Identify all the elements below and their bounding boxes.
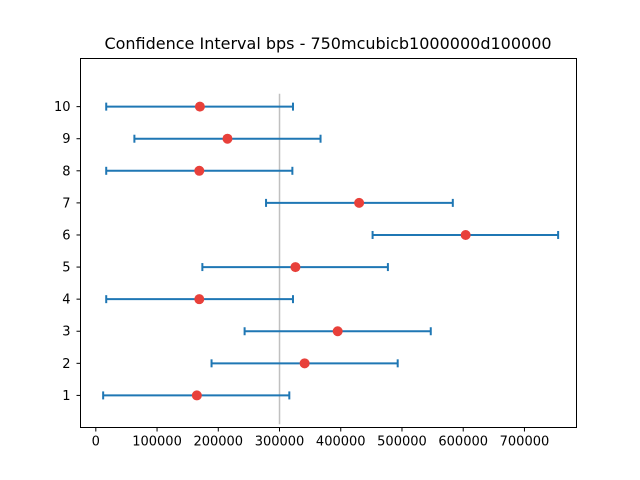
y-axis: 1 2 3 4 5 6 7 8 9 10 bbox=[54, 100, 81, 404]
y-tick-label: 6 bbox=[62, 228, 70, 243]
y-tick-label: 8 bbox=[62, 164, 70, 179]
x-tick-label: 100000 bbox=[132, 435, 182, 450]
interval-1 bbox=[102, 390, 291, 401]
plot-frame bbox=[80, 58, 577, 428]
interval-5 bbox=[201, 262, 389, 273]
x-tick-label: 400000 bbox=[316, 435, 366, 450]
center-point bbox=[194, 101, 205, 112]
x-tick-label: 600000 bbox=[438, 435, 488, 450]
y-tick-label: 10 bbox=[54, 100, 71, 115]
interval-7 bbox=[265, 197, 454, 208]
y-tick-label: 2 bbox=[62, 357, 70, 372]
plot-area bbox=[102, 93, 560, 425]
interval-3 bbox=[243, 326, 432, 337]
y-tick-label: 9 bbox=[62, 132, 70, 147]
center-point bbox=[194, 294, 205, 305]
interval-2 bbox=[210, 358, 399, 369]
chart-title: Confidence Interval bps - 750mcubicb1000… bbox=[104, 34, 551, 53]
y-tick-label: 4 bbox=[62, 293, 70, 308]
x-tick-label: 300000 bbox=[255, 435, 305, 450]
center-point bbox=[299, 358, 310, 369]
x-tick-label: 500000 bbox=[377, 435, 427, 450]
interval-8 bbox=[105, 165, 294, 176]
x-tick-label: 200000 bbox=[193, 435, 243, 450]
center-point bbox=[191, 390, 202, 401]
center-point bbox=[290, 262, 301, 273]
interval-4 bbox=[105, 294, 294, 305]
interval-6 bbox=[371, 229, 560, 240]
center-point bbox=[354, 197, 365, 208]
center-point bbox=[460, 229, 471, 240]
y-tick-label: 7 bbox=[62, 196, 70, 211]
x-tick-label: 700000 bbox=[500, 435, 550, 450]
center-point bbox=[332, 326, 343, 337]
x-tick-label: 0 bbox=[92, 435, 100, 450]
x-axis: 0 100000 200000 300000 400000 500000 600000 700… bbox=[92, 427, 550, 450]
interval-9 bbox=[133, 133, 322, 144]
y-tick-label: 3 bbox=[62, 325, 70, 340]
y-tick-label: 1 bbox=[62, 389, 70, 404]
interval-10 bbox=[105, 101, 294, 112]
center-point bbox=[194, 165, 205, 176]
y-tick-label: 5 bbox=[62, 261, 70, 276]
center-point bbox=[222, 133, 233, 144]
